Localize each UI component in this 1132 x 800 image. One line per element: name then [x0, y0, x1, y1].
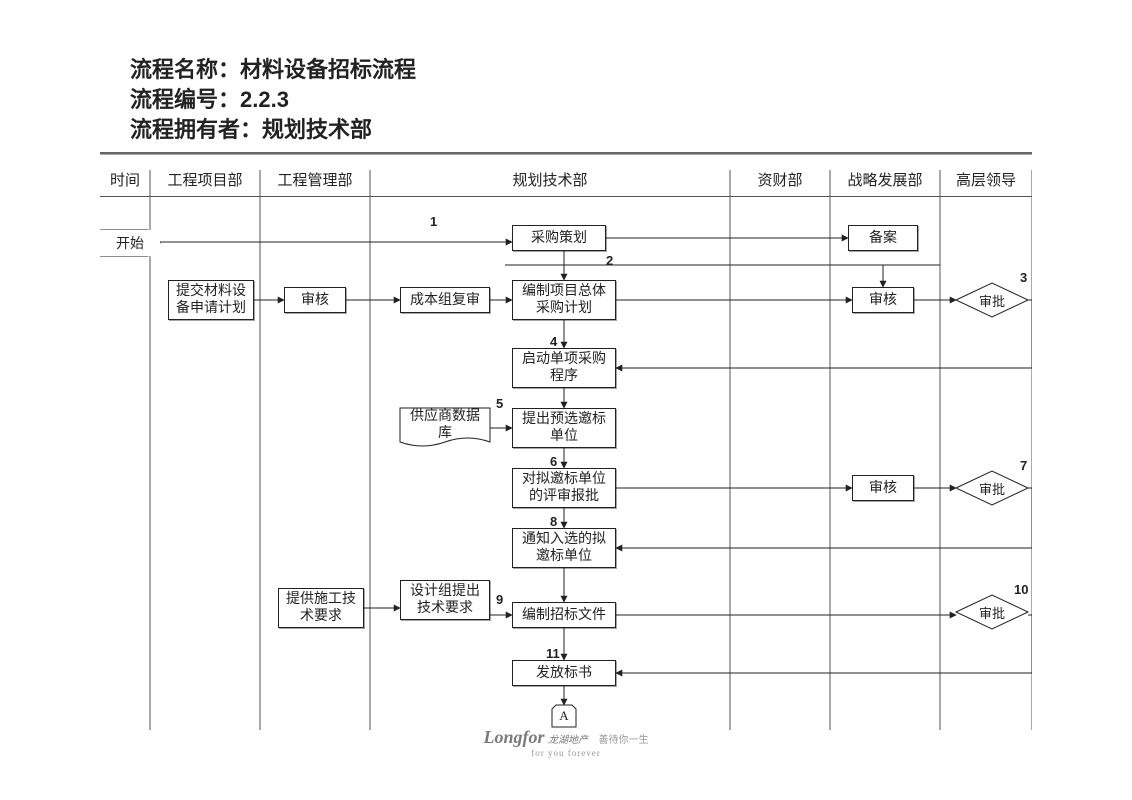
node-n_tech_req: 设计组提出技术要求	[400, 580, 490, 620]
header-line-3: 流程拥有者：规划技术部	[130, 115, 416, 145]
node-n_review2: 审核	[852, 287, 914, 313]
edge-label-9: 9	[496, 592, 503, 607]
node-n_overall: 编制项目总体采购计划	[512, 280, 616, 320]
node-n_eval: 对拟邀标单位的评审报批	[512, 468, 616, 508]
edge-label-10: 10	[1014, 582, 1028, 597]
node-n_notify: 通知入选的拟邀标单位	[512, 528, 616, 568]
page: 流程名称：材料设备招标流程 流程编号：2.2.3 流程拥有者：规划技术部 时间工…	[0, 0, 1132, 800]
header-line3-value: 规划技术部	[262, 117, 372, 142]
header-line3-label: 流程拥有者：	[130, 117, 262, 142]
edge-label-7: 7	[1020, 458, 1027, 473]
header-line2-label: 流程编号：	[130, 87, 240, 112]
node-n_start_proc: 启动单项采购程序	[512, 348, 616, 388]
header-line1-label: 流程名称：	[130, 57, 240, 82]
edge-label-6: 6	[550, 454, 557, 469]
footer-tagline-cn: 善待你一生	[599, 735, 649, 746]
node-n_file: 备案	[848, 225, 918, 251]
footer-brand-cn: 龙湖地产	[548, 735, 588, 746]
node-n_plan: 采购策划	[512, 225, 606, 251]
footer-tagline-en: for you forever	[0, 748, 1132, 758]
header-line-2: 流程编号：2.2.3	[130, 85, 416, 115]
edge-label-3: 3	[1020, 270, 1027, 285]
node-d_approve10: 审批	[956, 595, 1028, 629]
node-conn_A: A	[552, 705, 576, 727]
node-n_db: 供应商数据库	[400, 408, 490, 442]
node-n_cost: 成本组复审	[400, 287, 490, 313]
node-n_tech_provide: 提供施工技术要求	[278, 588, 364, 628]
header-block: 流程名称：材料设备招标流程 流程编号：2.2.3 流程拥有者：规划技术部	[130, 55, 416, 145]
flow-diagram	[100, 170, 1032, 740]
edge-label-1: 1	[430, 214, 437, 229]
node-n_submit: 提交材料设备申请计划	[168, 280, 254, 320]
edge-label-5: 5	[496, 396, 503, 411]
header-line1-value: 材料设备招标流程	[240, 57, 416, 82]
edge-label-2: 2	[606, 253, 613, 268]
node-start: 开始	[100, 230, 160, 256]
node-n_issue: 发放标书	[512, 660, 616, 686]
node-n_review3: 审核	[852, 475, 914, 501]
header-line-1: 流程名称：材料设备招标流程	[130, 55, 416, 85]
header-rule	[100, 152, 1032, 155]
footer-brand-en: Longfor	[483, 727, 544, 747]
node-n_review1: 审核	[284, 287, 346, 313]
node-n_bid_doc: 编制招标文件	[512, 602, 616, 628]
node-d_approve7: 审批	[956, 471, 1028, 505]
header-line2-value: 2.2.3	[240, 87, 289, 112]
node-n_propose: 提出预选邀标单位	[512, 408, 616, 448]
node-d_approve3: 审批	[956, 283, 1028, 317]
footer-brand: Longfor 龙湖地产 善待你一生 for you forever	[0, 727, 1132, 758]
edge-label-4: 4	[550, 334, 557, 349]
edge-label-11: 11	[546, 646, 560, 661]
edge-label-8: 8	[550, 514, 557, 529]
